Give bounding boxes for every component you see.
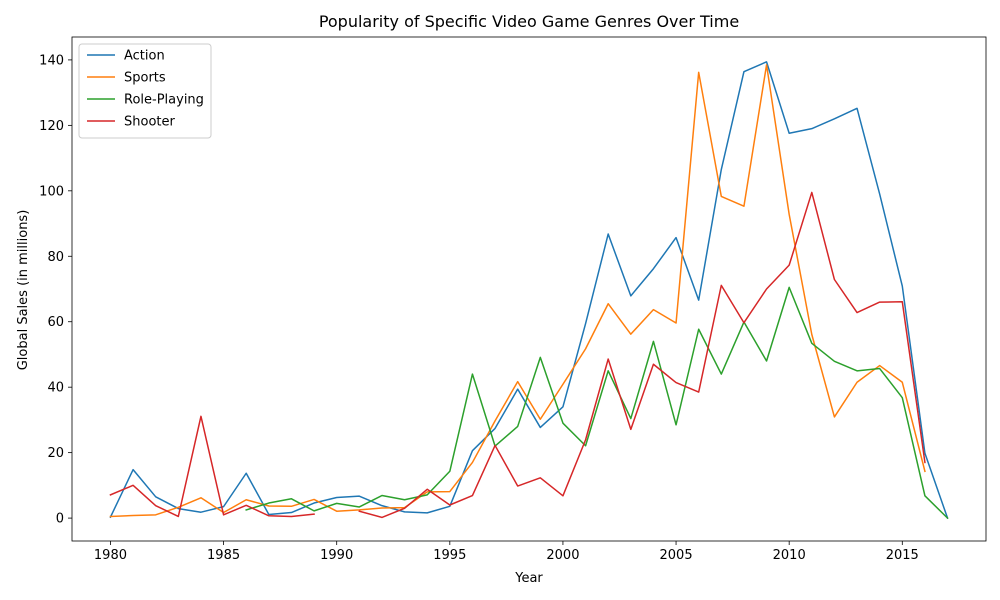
legend-label: Role-Playing — [124, 93, 204, 108]
x-tick-label: 1985 — [207, 548, 240, 563]
legend-item: Action — [87, 49, 165, 64]
x-tick-label: 1980 — [94, 548, 127, 563]
x-tick-label: 2010 — [773, 548, 806, 563]
axes: 1980 1985 1990 1995 2000 2005 2010 2015 0 20 40 60 8… — [39, 36, 987, 563]
plot-area — [109, 61, 949, 520]
chart-title: Popularity of Specific Video Game Genres… — [319, 12, 739, 31]
legend-item: Role-Playing — [87, 93, 204, 108]
series-action — [109, 61, 949, 520]
y-tick-label: 20 — [47, 446, 64, 461]
x-tick-label: 2000 — [546, 548, 579, 563]
legend-item: Sports — [87, 71, 166, 86]
series-line — [245, 286, 949, 520]
legend-box — [78, 43, 212, 139]
legend: Action Sports Role-Playing Shooter — [78, 43, 212, 139]
y-tick-label: 80 — [47, 250, 64, 265]
x-tick-label: 1995 — [433, 548, 466, 563]
legend-label: Action — [124, 49, 165, 64]
series-line — [109, 191, 926, 519]
series-line — [109, 64, 926, 518]
y-tick-label: 60 — [47, 315, 64, 330]
legend-label: Shooter — [124, 115, 175, 130]
series-shooter — [109, 191, 926, 519]
x-tick-label: 2005 — [660, 548, 693, 563]
legend-label: Sports — [124, 71, 166, 86]
y-axis-label: Global Sales (in millions) — [16, 210, 31, 371]
series-sports — [109, 64, 926, 518]
legend-item: Shooter — [87, 115, 175, 130]
y-tick-label: 100 — [39, 184, 64, 199]
x-tick-label: 2015 — [886, 548, 919, 563]
y-tick-label: 120 — [39, 119, 64, 134]
series-line — [109, 61, 949, 520]
axes-frame — [71, 36, 987, 542]
y-tick-label: 140 — [39, 53, 64, 68]
y-tick-label: 40 — [47, 381, 64, 396]
series-role-playing — [245, 286, 949, 520]
y-tick-label: 0 — [56, 512, 64, 527]
x-axis-label: Year — [514, 571, 543, 586]
x-tick-label: 1990 — [320, 548, 353, 563]
